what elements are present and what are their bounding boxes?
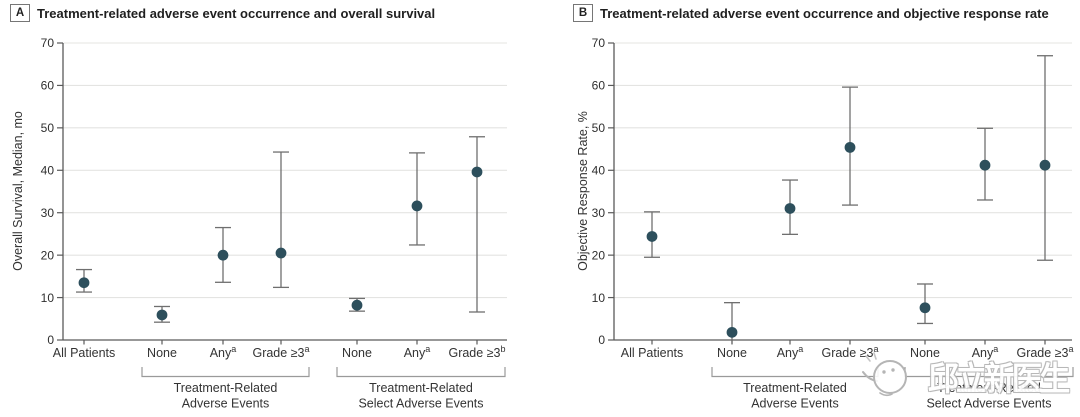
y-tick-label: 30 bbox=[592, 206, 606, 220]
data-point bbox=[411, 200, 423, 212]
panel-b-y-axis-label: Objective Response Rate, % bbox=[576, 111, 590, 271]
group-label-line2: Select Adverse Events bbox=[358, 397, 483, 411]
category-label: Grade ≥3a bbox=[821, 344, 878, 360]
panel-a-y-axis-label: Overall Survival, Median, mo bbox=[11, 111, 25, 271]
data-point bbox=[646, 231, 658, 242]
group-label-line2: Select Adverse Events bbox=[926, 397, 1051, 411]
category-label: All Patients bbox=[621, 346, 684, 360]
category-label: None bbox=[342, 346, 372, 360]
y-tick-label: 10 bbox=[592, 291, 606, 305]
y-tick-label: 50 bbox=[592, 121, 606, 135]
group-bracket bbox=[336, 367, 506, 378]
y-tick-label: 50 bbox=[41, 121, 55, 135]
y-tick-label: 0 bbox=[47, 333, 54, 347]
category-label: Anya bbox=[404, 344, 431, 360]
group-label-line1: Treatment-Related bbox=[174, 381, 278, 395]
category-label: Grade ≥3a bbox=[252, 344, 309, 360]
group-bracket bbox=[904, 367, 1074, 378]
panel-a-letter-badge: A bbox=[10, 4, 30, 22]
panel-a-header: A Treatment-related adverse event occurr… bbox=[10, 4, 435, 22]
category-label: Anya bbox=[210, 344, 237, 360]
category-label: None bbox=[717, 346, 747, 360]
y-tick-label: 0 bbox=[598, 333, 605, 347]
data-point bbox=[919, 302, 931, 314]
y-tick-label: 70 bbox=[41, 36, 55, 50]
category-label: Grade ≥3a bbox=[1016, 344, 1073, 360]
group-bracket bbox=[141, 367, 310, 378]
y-tick-label: 20 bbox=[592, 248, 606, 262]
data-point bbox=[156, 309, 168, 321]
y-tick-label: 70 bbox=[592, 36, 606, 50]
category-label: Anya bbox=[777, 344, 804, 360]
data-point bbox=[844, 141, 856, 153]
data-point bbox=[78, 277, 90, 289]
data-point bbox=[217, 249, 229, 261]
y-tick-label: 60 bbox=[41, 79, 55, 93]
panel-b-letter-badge: B bbox=[573, 4, 593, 22]
category-label: Anya bbox=[972, 344, 999, 360]
y-tick-label: 10 bbox=[41, 291, 55, 305]
group-label-line1: Treatment-Related bbox=[369, 381, 473, 395]
data-point bbox=[979, 159, 991, 171]
y-tick-label: 40 bbox=[41, 163, 55, 177]
category-label: None bbox=[910, 346, 940, 360]
category-label: All Patients bbox=[53, 346, 116, 360]
panel-b-header: B Treatment-related adverse event occurr… bbox=[573, 4, 1049, 22]
group-label-line1: Treatment-Related bbox=[937, 381, 1041, 395]
group-label-line2: Adverse Events bbox=[182, 397, 270, 411]
data-point bbox=[351, 299, 363, 311]
group-label-line2: Adverse Events bbox=[751, 397, 839, 411]
category-label: None bbox=[147, 346, 177, 360]
data-point bbox=[1039, 159, 1051, 171]
data-point bbox=[275, 247, 287, 259]
data-point bbox=[471, 166, 483, 178]
y-tick-label: 20 bbox=[41, 248, 55, 262]
y-tick-label: 40 bbox=[592, 163, 606, 177]
panel-b-title: Treatment-related adverse event occurren… bbox=[600, 5, 1049, 21]
y-tick-label: 60 bbox=[592, 79, 606, 93]
panel-a-title: Treatment-related adverse event occurren… bbox=[37, 5, 436, 21]
category-label: Grade ≥3b bbox=[448, 344, 505, 360]
data-point bbox=[784, 203, 796, 214]
group-bracket bbox=[711, 367, 879, 378]
group-label-line1: Treatment-Related bbox=[743, 381, 847, 395]
data-point bbox=[726, 326, 738, 338]
y-tick-label: 30 bbox=[41, 206, 55, 220]
